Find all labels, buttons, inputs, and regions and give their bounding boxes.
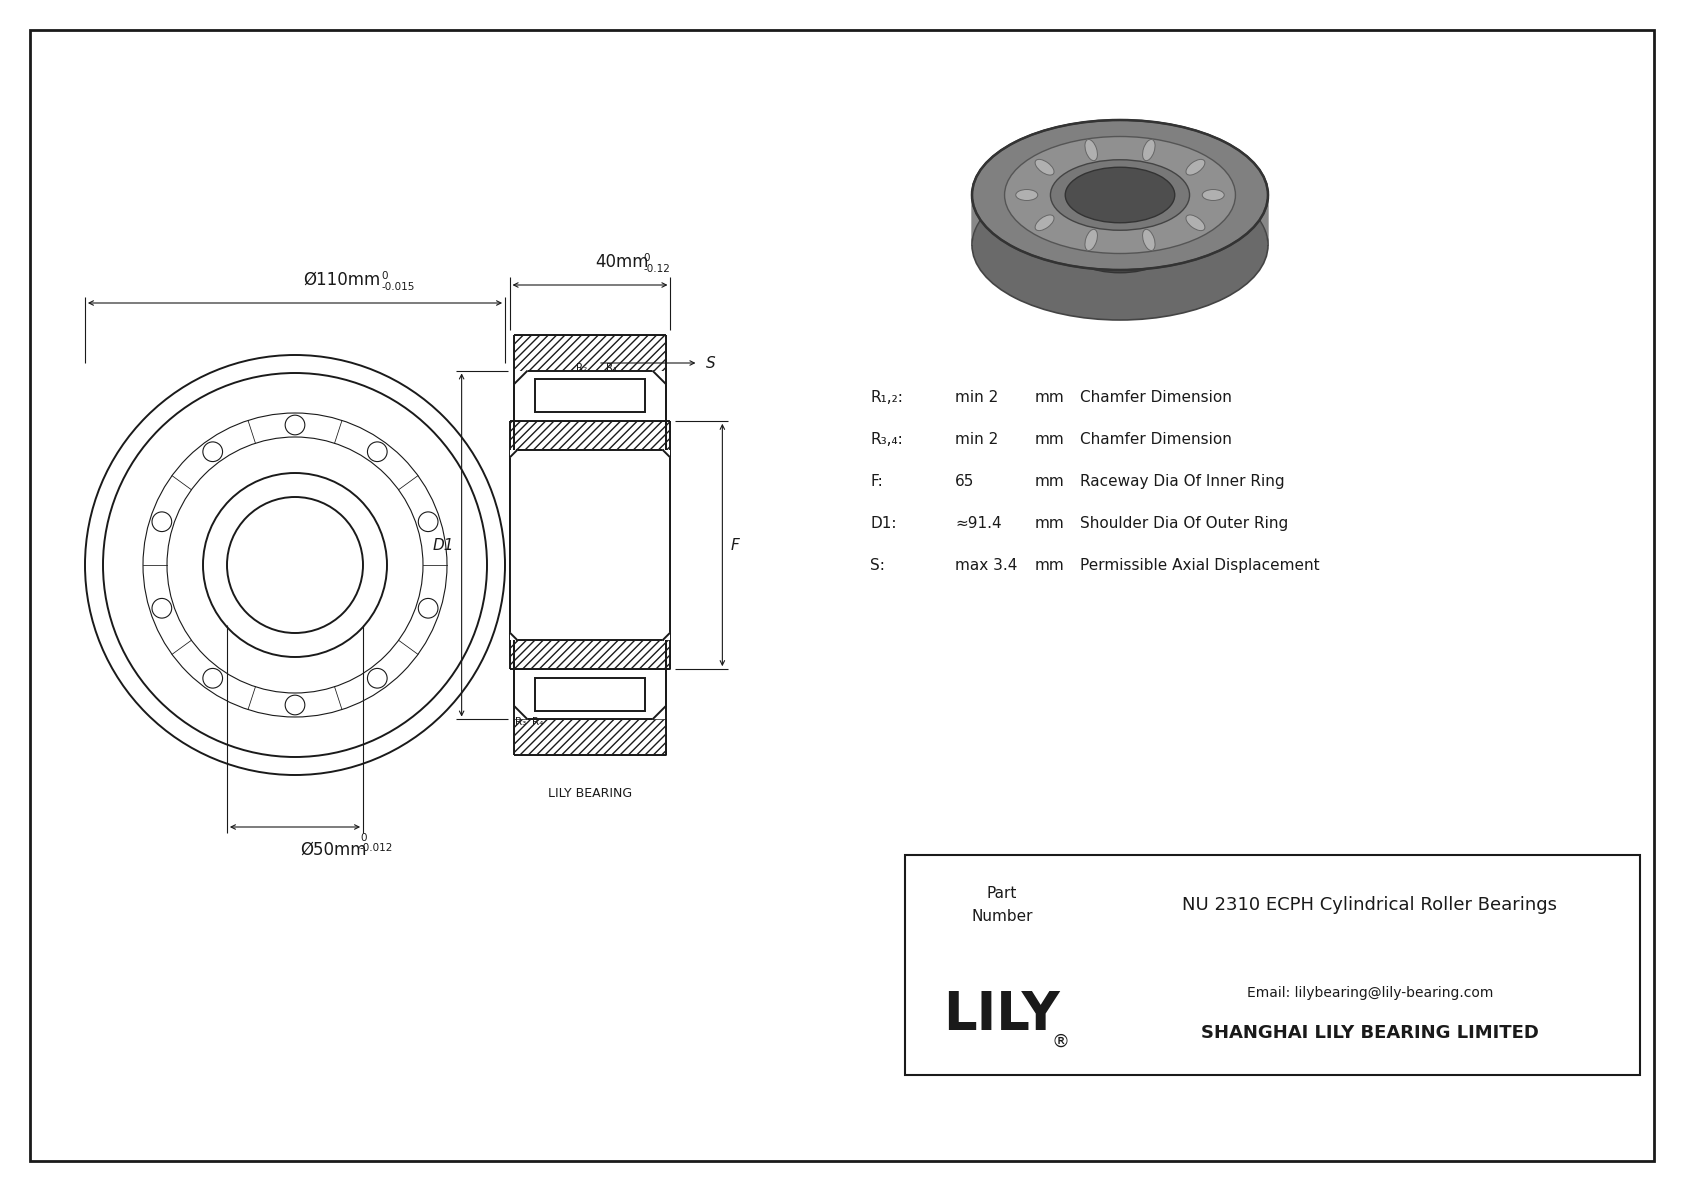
Ellipse shape	[1142, 230, 1155, 250]
Text: Chamfer Dimension: Chamfer Dimension	[1079, 432, 1233, 447]
Text: LILY: LILY	[943, 989, 1061, 1041]
Bar	[536, 678, 645, 711]
Text: Chamfer Dimension: Chamfer Dimension	[1079, 389, 1233, 405]
Text: S:: S:	[871, 559, 884, 573]
Text: R₁: R₁	[606, 362, 618, 373]
Ellipse shape	[1066, 167, 1175, 223]
Ellipse shape	[1066, 217, 1175, 273]
Ellipse shape	[972, 120, 1268, 270]
Bar	[514, 335, 667, 370]
Text: mm: mm	[1036, 474, 1064, 490]
Text: ®: ®	[1051, 1033, 1069, 1050]
Text: Ø110mm: Ø110mm	[303, 272, 381, 289]
Text: mm: mm	[1036, 559, 1064, 573]
Text: R₂: R₂	[576, 362, 588, 373]
Text: 0: 0	[381, 272, 387, 281]
Bar	[510, 449, 670, 641]
Text: SHANGHAI LILY BEARING LIMITED: SHANGHAI LILY BEARING LIMITED	[1201, 1024, 1539, 1042]
Polygon shape	[1066, 167, 1175, 227]
Ellipse shape	[1186, 214, 1204, 231]
Text: R₄: R₄	[532, 717, 542, 728]
Text: min 2: min 2	[955, 389, 999, 405]
Text: 0: 0	[643, 252, 650, 263]
Text: Ø50mm: Ø50mm	[300, 841, 367, 859]
Text: -0.12: -0.12	[643, 264, 670, 274]
Ellipse shape	[1005, 137, 1236, 254]
Text: Email: lilybearing@lily-bearing.com: Email: lilybearing@lily-bearing.com	[1246, 986, 1494, 1000]
Ellipse shape	[1186, 160, 1204, 175]
Text: LILY BEARING: LILY BEARING	[547, 787, 632, 800]
Text: D1: D1	[433, 537, 453, 553]
Text: 0: 0	[360, 833, 367, 843]
Text: R₁,₂:: R₁,₂:	[871, 389, 903, 405]
Text: mm: mm	[1036, 389, 1064, 405]
Text: D1:: D1:	[871, 516, 896, 531]
Text: NU 2310 ECPH Cylindrical Roller Bearings: NU 2310 ECPH Cylindrical Roller Bearings	[1182, 896, 1558, 913]
Text: min 2: min 2	[955, 432, 999, 447]
Ellipse shape	[1202, 189, 1224, 200]
Text: 40mm: 40mm	[594, 252, 648, 272]
Polygon shape	[972, 120, 1268, 245]
Ellipse shape	[1015, 189, 1037, 200]
Text: ≈91.4: ≈91.4	[955, 516, 1002, 531]
Bar	[904, 855, 1640, 1075]
Text: Permissible Axial Displacement: Permissible Axial Displacement	[1079, 559, 1320, 573]
Bar	[514, 719, 667, 755]
Ellipse shape	[1084, 230, 1098, 250]
Text: Raceway Dia Of Inner Ring: Raceway Dia Of Inner Ring	[1079, 474, 1285, 490]
Ellipse shape	[1051, 160, 1189, 230]
Ellipse shape	[1084, 139, 1098, 161]
Ellipse shape	[1142, 139, 1155, 161]
Bar	[514, 370, 667, 719]
Bar	[510, 420, 670, 669]
Text: mm: mm	[1036, 516, 1064, 531]
Text: 65: 65	[955, 474, 975, 490]
Text: R₃: R₃	[515, 717, 525, 728]
Bar	[536, 380, 645, 412]
Text: max 3.4: max 3.4	[955, 559, 1017, 573]
Text: mm: mm	[1036, 432, 1064, 447]
Ellipse shape	[1036, 160, 1054, 175]
Ellipse shape	[1036, 214, 1054, 231]
Text: -0.015: -0.015	[381, 282, 414, 292]
Text: Part
Number: Part Number	[972, 886, 1032, 923]
Text: Shoulder Dia Of Outer Ring: Shoulder Dia Of Outer Ring	[1079, 516, 1288, 531]
Ellipse shape	[972, 170, 1268, 320]
Text: -0.012: -0.012	[360, 843, 394, 853]
Text: R₃,₄:: R₃,₄:	[871, 432, 903, 447]
Text: F: F	[731, 537, 739, 553]
Text: F:: F:	[871, 474, 882, 490]
Text: S: S	[706, 355, 716, 370]
